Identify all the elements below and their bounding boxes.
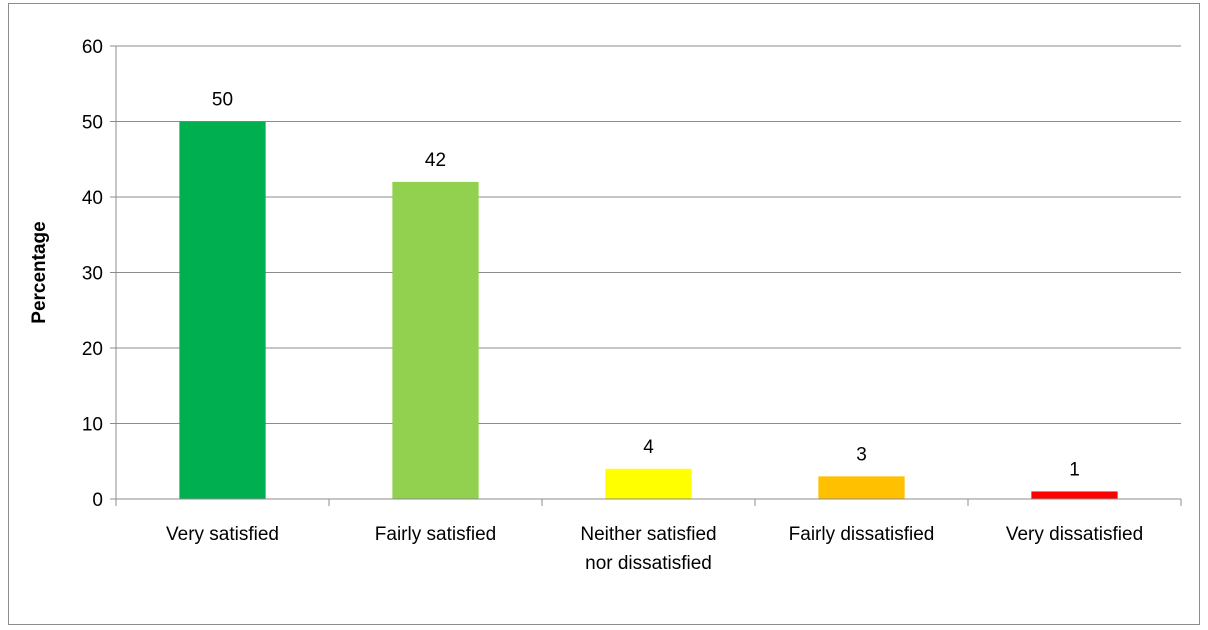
y-tick-label: 60: [82, 37, 103, 58]
y-tick-label: 0: [92, 490, 103, 511]
data-label: 1: [1069, 459, 1080, 480]
bar: [1031, 491, 1118, 499]
y-tick-label: 40: [82, 188, 103, 209]
bar: [179, 121, 266, 499]
data-label: 50: [212, 90, 233, 111]
x-tick-label: Very satisfied: [166, 524, 279, 545]
x-tick-label: Fairly dissatisfied: [789, 524, 935, 545]
bar: [818, 476, 905, 499]
y-tick-labels: 0 10 20 30 40 50 60: [82, 37, 103, 511]
bar: [392, 181, 479, 499]
y-tick-label: 20: [82, 339, 103, 360]
data-labels: 50 42 4 3 1: [212, 90, 1080, 481]
data-label: 3: [856, 444, 867, 465]
x-tick-labels: Very satisfied Fairly satisfied Neither sa…: [166, 524, 1143, 574]
y-tick-label: 10: [82, 415, 103, 436]
bars: [179, 121, 1118, 499]
x-tick-label: Very dissatisfied: [1006, 524, 1143, 545]
x-tick-label: Fairly satisfied: [375, 524, 496, 545]
gridlines: [116, 45, 1181, 424]
x-tick-label: Neither satisfied nor dissatisfied: [580, 524, 716, 574]
y-axis-title: Percentage: [29, 221, 50, 323]
axes: [110, 45, 1182, 506]
data-label: 42: [425, 150, 446, 171]
data-label: 4: [643, 437, 654, 458]
y-tick-label: 50: [82, 113, 103, 134]
y-tick-label: 30: [82, 264, 103, 285]
bar: [605, 468, 692, 499]
